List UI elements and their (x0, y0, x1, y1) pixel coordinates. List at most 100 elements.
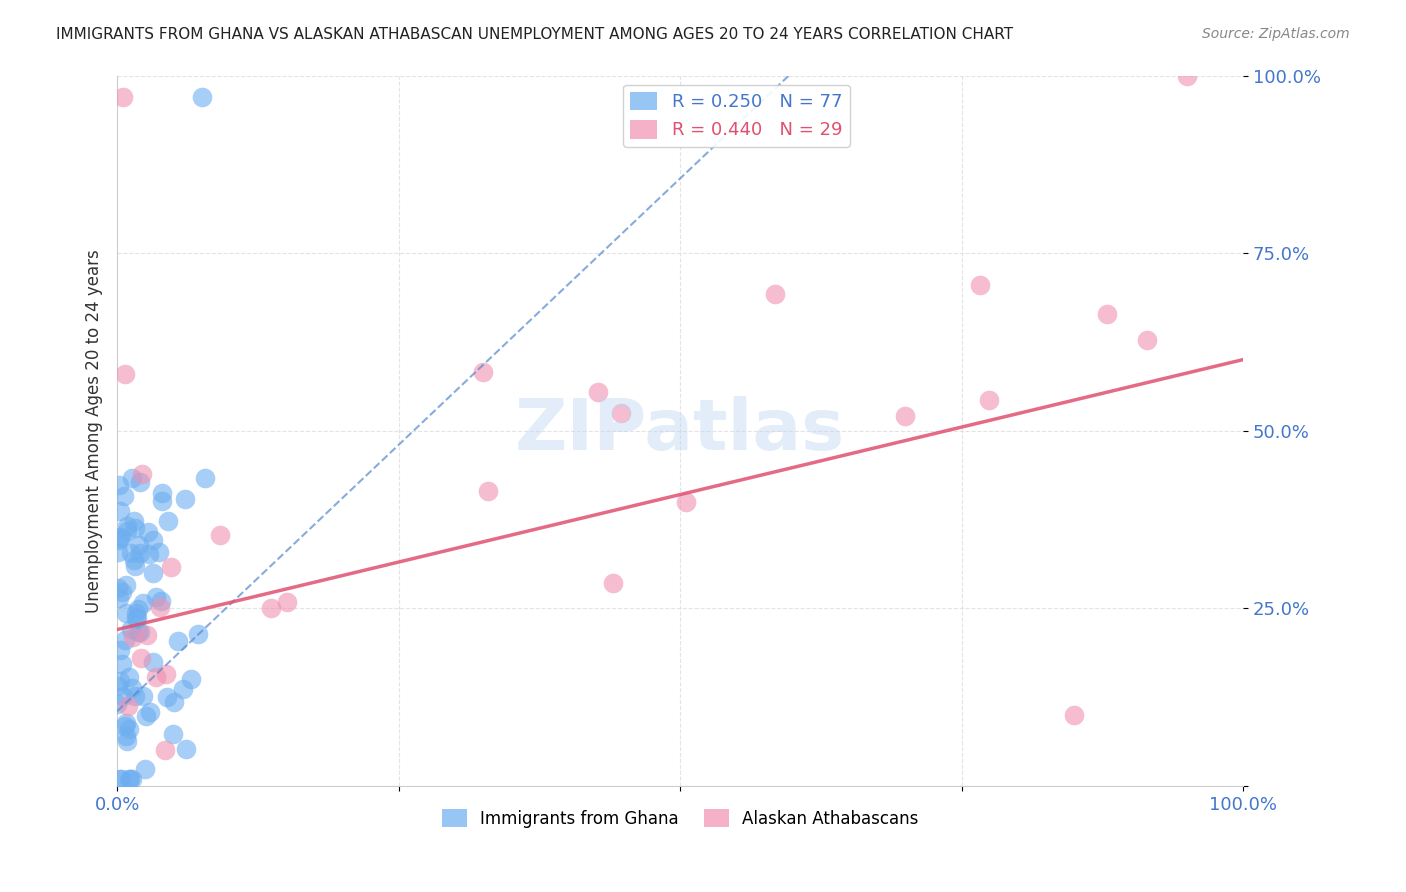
Point (894, 409, 917, 424)
Point (121, 470, 143, 484)
Point (145, 670, 167, 684)
Point (763, 286, 786, 301)
Point (163, 695, 186, 709)
Point (142, 655, 165, 669)
Point (155, 667, 177, 681)
Point (118, 772, 141, 786)
Point (135, 709, 157, 723)
Point (125, 611, 148, 625)
Point (121, 681, 143, 695)
Point (187, 627, 209, 641)
Point (979, 392, 1001, 407)
Point (107, 533, 129, 547)
Point (115, 524, 138, 538)
Point (108, 674, 131, 689)
Point (194, 471, 217, 485)
Point (111, 657, 134, 671)
Point (114, 367, 136, 381)
Point (145, 590, 167, 604)
Point (121, 622, 143, 636)
Point (180, 672, 202, 686)
Point (114, 729, 136, 743)
Point (125, 607, 148, 621)
Text: ZIPatlas: ZIPatlas (515, 396, 845, 465)
Point (124, 521, 146, 535)
Point (121, 630, 143, 644)
Point (260, 600, 283, 615)
Legend: Immigrants from Ghana, Alaskan Athabascans: Immigrants from Ghana, Alaskan Athabasca… (434, 803, 925, 834)
Point (128, 475, 150, 490)
Point (127, 602, 149, 616)
Point (167, 634, 190, 648)
Point (131, 596, 153, 610)
Point (108, 591, 131, 605)
Point (114, 578, 136, 592)
Point (1136, 334, 1159, 348)
Point (112, 489, 135, 503)
Point (471, 365, 494, 379)
Point (150, 594, 173, 608)
Point (117, 670, 139, 684)
Point (209, 528, 232, 542)
Point (122, 514, 145, 528)
Point (148, 544, 170, 558)
Point (128, 538, 150, 552)
Point (107, 679, 129, 693)
Point (111, 689, 134, 703)
Point (122, 552, 145, 566)
Point (121, 772, 143, 786)
Point (114, 719, 136, 733)
Point (117, 698, 139, 713)
Point (675, 494, 697, 508)
Point (128, 546, 150, 560)
Point (117, 519, 139, 533)
Point (1063, 707, 1085, 722)
Point (156, 690, 179, 704)
Point (129, 625, 152, 640)
Point (129, 651, 152, 665)
Point (150, 493, 173, 508)
Point (157, 514, 180, 528)
Point (173, 492, 195, 507)
Point (114, 632, 136, 647)
Point (172, 681, 194, 696)
Point (110, 531, 132, 545)
Point (136, 628, 159, 642)
Point (276, 595, 298, 609)
Point (586, 384, 609, 399)
Point (115, 606, 138, 620)
Point (131, 467, 153, 482)
Point (190, 90, 212, 104)
Point (120, 546, 142, 560)
Point (602, 575, 624, 590)
Point (118, 723, 141, 737)
Y-axis label: Unemployment Among Ages 20 to 24 years: Unemployment Among Ages 20 to 24 years (86, 249, 103, 613)
Text: IMMIGRANTS FROM GHANA VS ALASKAN ATHABASCAN UNEMPLOYMENT AMONG AGES 20 TO 24 YEA: IMMIGRANTS FROM GHANA VS ALASKAN ATHABAS… (56, 27, 1014, 42)
Point (111, 90, 134, 104)
Point (142, 566, 165, 580)
Point (134, 762, 156, 776)
Point (1095, 308, 1118, 322)
Point (136, 524, 159, 539)
Point (139, 705, 162, 719)
Point (149, 600, 172, 615)
Point (108, 643, 131, 657)
Point (124, 689, 146, 703)
Point (138, 547, 160, 561)
Point (142, 533, 165, 547)
Point (115, 716, 138, 731)
Point (477, 483, 499, 498)
Point (110, 504, 132, 518)
Point (107, 477, 129, 491)
Point (969, 278, 991, 293)
Point (176, 741, 198, 756)
Point (105, 697, 128, 711)
Point (162, 727, 184, 741)
Point (111, 584, 134, 599)
Point (107, 545, 129, 559)
Point (124, 559, 146, 574)
Point (610, 406, 633, 420)
Point (153, 743, 176, 757)
Point (125, 611, 148, 625)
Point (108, 772, 131, 786)
